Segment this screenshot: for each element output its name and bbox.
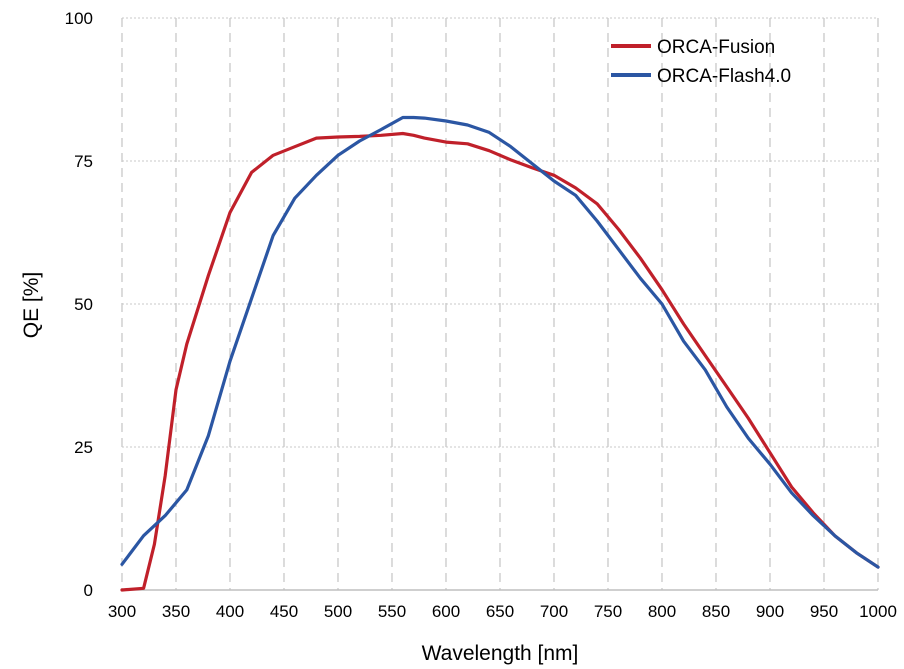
y-tick-label: 50 [74, 295, 93, 314]
x-tick-label: 550 [378, 602, 406, 621]
x-tick-labels: 300 350 400 450 500 550 600 650 700 750 800 850 900 9… [108, 602, 897, 621]
x-tick-label: 600 [432, 602, 460, 621]
x-tick-label: 350 [162, 602, 190, 621]
legend-label-orca-flash: ORCA-Flash4.0 [657, 66, 791, 87]
grid [121, 17, 879, 591]
x-tick-label: 400 [216, 602, 244, 621]
series-line-orca-fusion [120, 131, 880, 592]
x-tick-label: 500 [324, 602, 352, 621]
y-tick-label: 25 [74, 438, 93, 457]
x-tick-label: 950 [810, 602, 838, 621]
y-axis-title: QE [%] [20, 272, 43, 339]
x-tick-label: 750 [594, 602, 622, 621]
x-tick-label: 450 [270, 602, 298, 621]
x-tick-label: 900 [756, 602, 784, 621]
x-tick-label: 800 [648, 602, 676, 621]
x-axis-title: Wavelength [nm] [422, 642, 579, 665]
legend: ORCA-Fusion ORCA-Flash4.0 [611, 37, 791, 87]
y-tick-label: 0 [84, 581, 93, 600]
x-tick-label: 300 [108, 602, 136, 621]
y-tick-label: 75 [74, 152, 93, 171]
series-line-orca-flash4-0 [120, 115, 880, 569]
x-tick-label: 650 [486, 602, 514, 621]
legend-label-orca-fusion: ORCA-Fusion [657, 37, 775, 58]
x-tick-label: 850 [702, 602, 730, 621]
x-tick-label: 1000 [859, 602, 897, 621]
y-tick-label: 100 [65, 9, 93, 28]
y-tick-labels: 0 25 50 75 100 [65, 9, 93, 600]
plot-series [120, 115, 880, 592]
x-tick-label: 700 [540, 602, 568, 621]
